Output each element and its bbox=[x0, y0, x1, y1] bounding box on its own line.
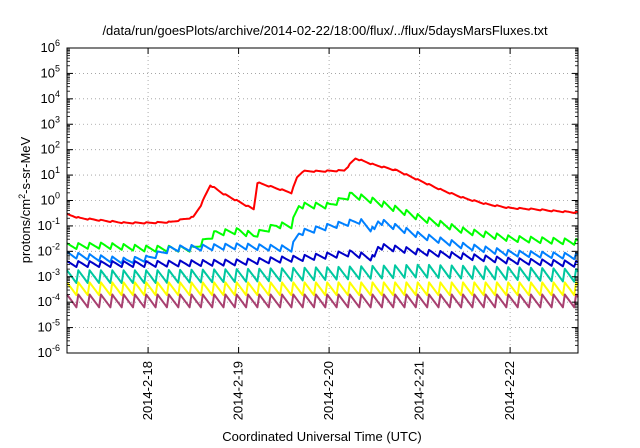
y-tick-exponent: -1 bbox=[52, 216, 60, 226]
y-tick-label: 101 bbox=[41, 165, 60, 182]
series-line-1 bbox=[66, 157, 579, 225]
y-tick-base: 10 bbox=[38, 218, 52, 233]
y-tick-base: 10 bbox=[41, 142, 55, 157]
y-tick-label: 10-3 bbox=[38, 267, 60, 284]
y-tick-label: 106 bbox=[41, 38, 60, 55]
y-axis-label-main: protons/cm bbox=[18, 199, 33, 263]
series-lines bbox=[66, 157, 579, 309]
x-tick-label: 2014-2-19 bbox=[231, 361, 246, 420]
y-tick-base: 10 bbox=[41, 40, 55, 55]
x-tick-label: 2014-2-20 bbox=[321, 361, 336, 420]
y-tick-base: 10 bbox=[38, 294, 52, 309]
x-tick-label: 2014-2-21 bbox=[412, 361, 427, 420]
y-tick-exponent: 3 bbox=[55, 114, 60, 124]
y-tick-base: 10 bbox=[41, 91, 55, 106]
y-tick-exponent: 4 bbox=[55, 89, 60, 99]
y-tick-label: 10-2 bbox=[38, 241, 60, 258]
y-tick-base: 10 bbox=[38, 345, 52, 360]
series-line-2 bbox=[66, 191, 579, 253]
y-axis-label-unit: -s-sr-MeV bbox=[18, 136, 33, 193]
y-axis-label: protons/cm2-s-sr-MeV bbox=[17, 136, 33, 263]
series-line-4 bbox=[66, 243, 579, 268]
y-tick-exponent: -2 bbox=[52, 241, 60, 251]
y-tick-label: 10-6 bbox=[38, 343, 60, 360]
y-tick-exponent: 1 bbox=[55, 165, 60, 175]
x-tick-label: 2014-2-18 bbox=[140, 361, 155, 420]
y-tick-label: 103 bbox=[41, 114, 60, 131]
series-line-3 bbox=[66, 218, 579, 265]
y-tick-base: 10 bbox=[41, 167, 55, 182]
y-tick-base: 10 bbox=[38, 243, 52, 258]
y-tick-label: 100 bbox=[41, 191, 60, 208]
y-tick-exponent: 0 bbox=[55, 191, 60, 201]
y-tick-exponent: 6 bbox=[55, 38, 60, 48]
x-axis: 2014-2-18 2014-2-19 2014-2-20 2014-2-21 2014… bbox=[140, 48, 517, 420]
y-tick-exponent: 5 bbox=[55, 63, 60, 73]
y-tick-exponent: -5 bbox=[52, 318, 60, 328]
y-tick-label: 10-1 bbox=[38, 216, 60, 233]
y-tick-label: 10-4 bbox=[38, 292, 60, 309]
series-line-7 bbox=[66, 293, 579, 309]
y-tick-exponent: 2 bbox=[55, 140, 60, 150]
y-tick-label: 10-5 bbox=[38, 318, 60, 335]
chart-title: /data/run/goesPlots/archive/2014-02-22/1… bbox=[102, 23, 548, 38]
y-tick-exponent: -3 bbox=[52, 267, 60, 277]
series-line-5 bbox=[66, 263, 579, 284]
y-tick-label: 104 bbox=[41, 89, 60, 106]
y-tick-exponent: -6 bbox=[52, 343, 60, 353]
y-tick-base: 10 bbox=[38, 269, 52, 284]
y-tick-exponent: -4 bbox=[52, 292, 60, 302]
x-axis-label: Coordinated Universal Time (UTC) bbox=[222, 429, 421, 444]
y-tick-base: 10 bbox=[38, 320, 52, 335]
y-axis-label-exponent: 2 bbox=[17, 194, 27, 199]
x-tick-label: 2014-2-22 bbox=[502, 361, 517, 420]
y-axis: 10-610-510-410-310-210-11001011021031041… bbox=[38, 38, 578, 360]
y-tick-base: 10 bbox=[41, 193, 55, 208]
y-tick-label: 105 bbox=[41, 63, 60, 80]
y-tick-label: 102 bbox=[41, 140, 60, 157]
series-line-6 bbox=[66, 281, 579, 297]
y-tick-base: 10 bbox=[41, 65, 55, 80]
y-tick-base: 10 bbox=[41, 116, 55, 131]
